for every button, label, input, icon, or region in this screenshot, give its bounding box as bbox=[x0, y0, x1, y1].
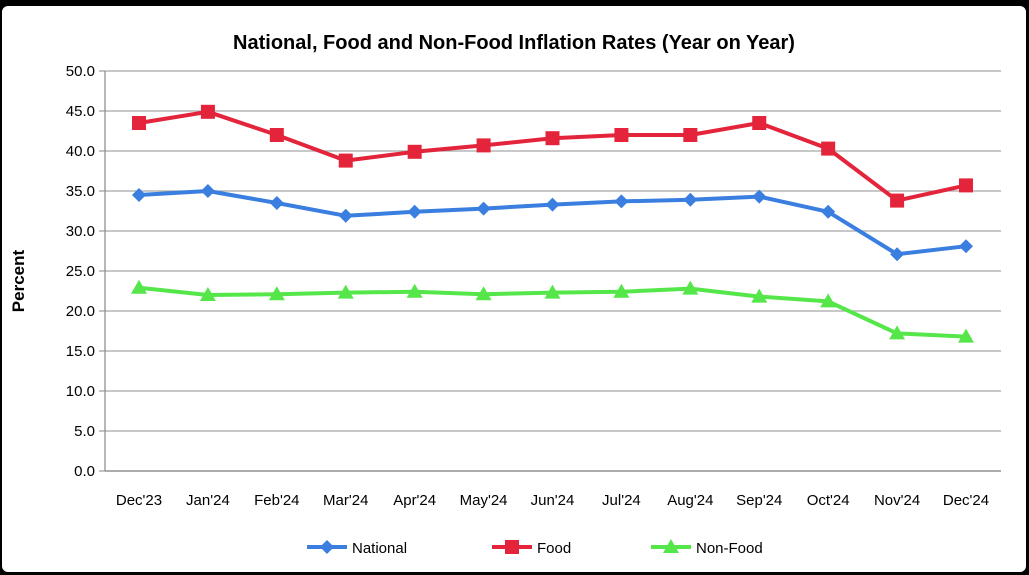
data-point-non-food bbox=[337, 284, 354, 299]
x-tick-label: May'24 bbox=[460, 492, 508, 509]
series-non-food bbox=[131, 279, 974, 343]
x-tick-label: Feb'24 bbox=[254, 492, 299, 509]
x-tick-label: Apr'24 bbox=[393, 492, 436, 509]
series-group bbox=[131, 104, 974, 343]
data-point-national bbox=[338, 208, 353, 223]
legend-item-national: National bbox=[307, 540, 407, 557]
data-point-non-food bbox=[889, 325, 906, 340]
y-axis-ticks: 0.0 5.0 10.0 15.0 20.0 25.0 30.0 35.0 40.0 45.0 50… bbox=[66, 63, 105, 480]
x-tick-label: Jun'24 bbox=[531, 492, 575, 509]
data-point-food bbox=[614, 128, 629, 142]
data-point-national bbox=[476, 201, 491, 216]
chart-title: National, Food and Non-Food Inflation Ra… bbox=[233, 32, 795, 54]
data-point-national bbox=[752, 189, 767, 204]
data-point-national bbox=[132, 188, 146, 202]
data-point-non-food bbox=[958, 328, 974, 343]
legend-label: Non-Food bbox=[696, 540, 763, 557]
gridlines bbox=[104, 70, 1001, 472]
data-point-national bbox=[200, 184, 215, 198]
data-point-food bbox=[545, 131, 560, 146]
chart-frame bbox=[2, 6, 1026, 572]
legend: National Food Non-Food bbox=[307, 539, 763, 557]
legend-item-non-food: Non-Food bbox=[651, 539, 763, 557]
data-point-non-food bbox=[131, 279, 147, 294]
series-food bbox=[132, 104, 973, 208]
x-axis-ticks: Dec'23 Jan'24 Feb'24 Mar'24 Apr'24 May'24 Jun'… bbox=[116, 492, 989, 509]
data-point-food bbox=[132, 116, 146, 130]
data-point-national bbox=[545, 197, 560, 212]
data-point-food bbox=[407, 144, 422, 159]
data-point-food bbox=[959, 178, 973, 193]
y-tick-label: 15.0 bbox=[66, 343, 95, 360]
data-point-national bbox=[683, 192, 698, 207]
y-tick-label: 35.0 bbox=[66, 183, 95, 200]
data-point-food bbox=[200, 104, 215, 119]
data-point-non-food bbox=[751, 288, 768, 303]
series-national bbox=[132, 184, 973, 262]
x-tick-label: Jan'24 bbox=[186, 492, 230, 509]
legend-marker bbox=[505, 540, 519, 554]
data-point-national bbox=[407, 204, 422, 219]
x-tick-label: Dec'24 bbox=[943, 492, 989, 509]
x-tick-label: Dec'23 bbox=[116, 492, 162, 509]
x-tick-label: Aug'24 bbox=[667, 492, 713, 509]
y-tick-label: 30.0 bbox=[66, 223, 95, 240]
legend-marker bbox=[663, 539, 679, 553]
y-tick-label: 40.0 bbox=[66, 143, 95, 160]
y-tick-label: 45.0 bbox=[66, 103, 95, 120]
legend-item-food: Food bbox=[492, 540, 571, 557]
data-point-food bbox=[338, 153, 353, 168]
y-tick-label: 0.0 bbox=[74, 463, 95, 480]
y-axis-label: Percent bbox=[9, 249, 28, 312]
y-tick-label: 20.0 bbox=[66, 303, 95, 320]
data-point-non-food bbox=[406, 283, 423, 298]
y-tick-label: 50.0 bbox=[66, 63, 95, 80]
y-tick-label: 5.0 bbox=[74, 423, 95, 440]
data-point-non-food bbox=[820, 293, 837, 308]
data-point-national bbox=[959, 239, 973, 254]
x-tick-label: Sep'24 bbox=[736, 492, 782, 509]
series-line-food bbox=[138, 109, 967, 203]
data-point-national bbox=[269, 196, 284, 210]
x-tick-label: Jul'24 bbox=[602, 492, 641, 509]
data-point-food bbox=[476, 138, 491, 153]
data-point-non-food bbox=[199, 287, 216, 301]
y-tick-label: 25.0 bbox=[66, 263, 95, 280]
data-point-non-food bbox=[544, 284, 561, 299]
data-point-national bbox=[821, 204, 836, 219]
x-tick-label: Nov'24 bbox=[874, 492, 920, 509]
data-point-non-food bbox=[613, 283, 630, 298]
data-point-food bbox=[890, 193, 905, 208]
y-tick-label: 10.0 bbox=[66, 383, 95, 400]
x-tick-label: Mar'24 bbox=[323, 492, 368, 509]
legend-label: Food bbox=[537, 540, 571, 557]
x-tick-label: Oct'24 bbox=[807, 492, 850, 509]
data-point-food bbox=[752, 116, 767, 130]
data-point-non-food bbox=[268, 286, 285, 301]
data-point-national bbox=[890, 247, 905, 262]
legend-marker bbox=[320, 540, 334, 554]
legend-label: National bbox=[352, 540, 407, 557]
data-point-food bbox=[821, 141, 836, 156]
data-point-food bbox=[683, 128, 698, 142]
data-point-non-food bbox=[475, 286, 492, 301]
data-point-national bbox=[614, 194, 629, 209]
data-point-food bbox=[269, 128, 284, 142]
data-point-non-food bbox=[682, 280, 699, 295]
